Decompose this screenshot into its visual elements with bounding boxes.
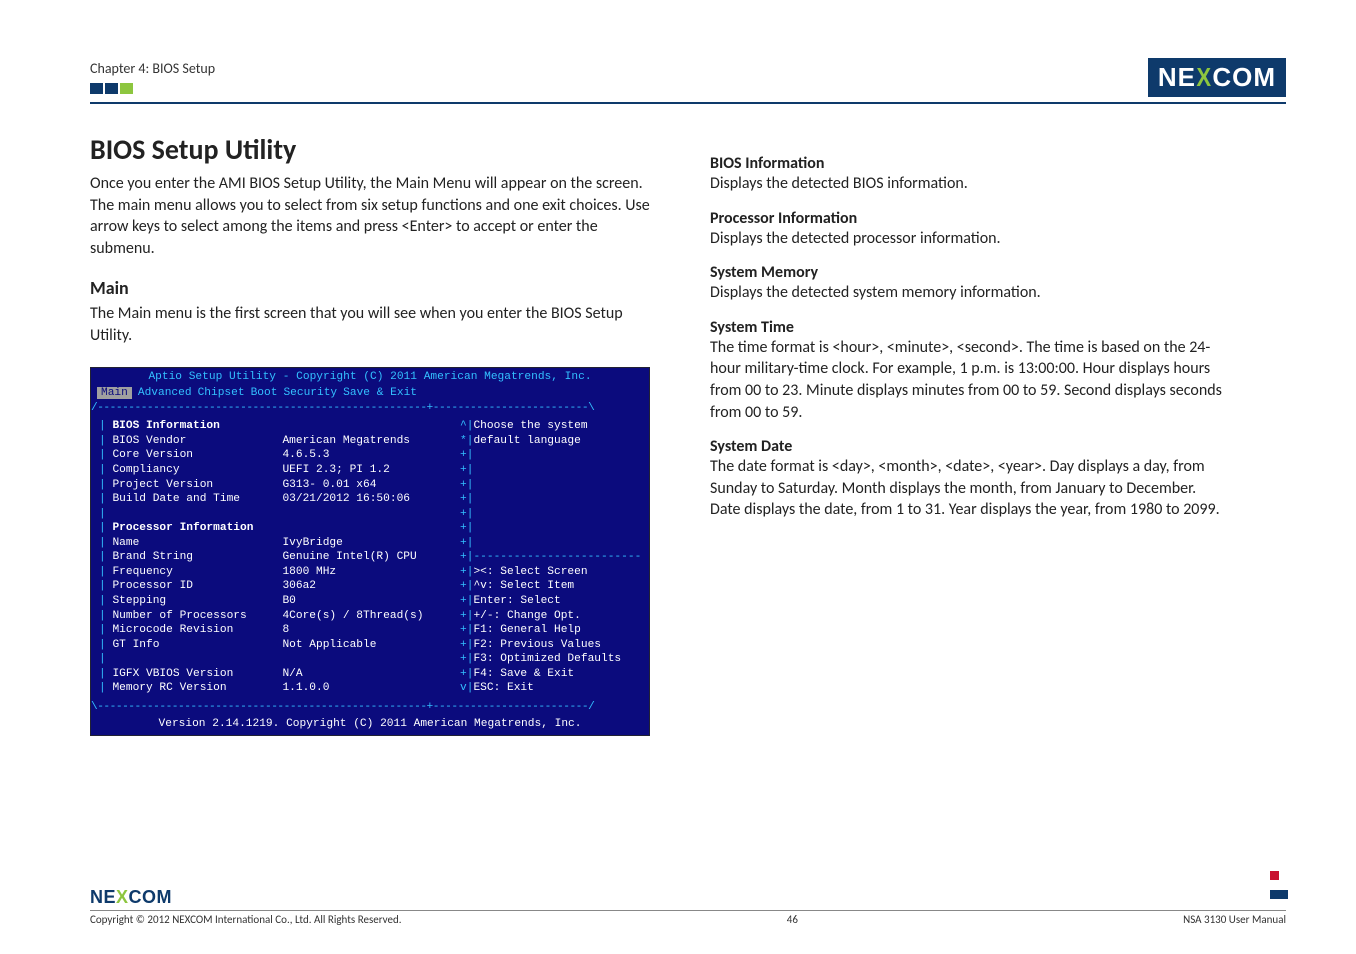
bios-divider-top: /---------------------------------------…	[91, 401, 649, 416]
section-heading: Processor Information	[710, 209, 1230, 228]
bios-menu-item: Chipset	[198, 387, 245, 399]
sub-text: The Main menu is the first screen that y…	[90, 303, 650, 346]
section-paragraph: The time format is <hour>, <minute>, <se…	[710, 337, 1230, 423]
bios-help-row: +|	[460, 448, 635, 463]
bios-row: |	[99, 652, 450, 667]
columns: BIOS Setup Utility Once you enter the AM…	[90, 132, 1286, 736]
bios-menu-item: Security	[283, 387, 337, 399]
bios-row: | Microcode Revision 8	[99, 623, 450, 638]
bios-title: Aptio Setup Utility - Copyright (C) 2011…	[91, 368, 649, 387]
footer-manual-name: NSA 3130 User Manual	[1183, 913, 1286, 926]
bios-help-row: +|	[460, 463, 635, 478]
section-paragraph: The date format is <day>, <month>, <date…	[710, 456, 1230, 521]
bios-left-col: | BIOS Information | BIOS Vendor America…	[91, 415, 456, 700]
bios-screenshot: Aptio Setup Utility - Copyright (C) 2011…	[90, 367, 650, 737]
bios-row: | Brand String Genuine Intel(R) CPU	[99, 550, 450, 565]
bios-help-row: +|	[460, 478, 635, 493]
bios-help-row: +|F2: Previous Values	[460, 638, 635, 653]
flag-squares	[90, 83, 1286, 94]
page: Chapter 4: BIOS Setup NEXCOM BIOS Setup …	[0, 0, 1356, 954]
bios-help-row: +|F4: Save & Exit	[460, 667, 635, 682]
section-heading: System Memory	[710, 263, 1230, 282]
bios-menu-item: Main	[97, 387, 132, 399]
bios-help-row: +|><: Select Screen	[460, 565, 635, 580]
section-paragraph: Displays the detected processor informat…	[710, 228, 1230, 250]
bios-row: | BIOS Vendor American Megatrends	[99, 434, 450, 449]
right-column: BIOS InformationDisplays the detected BI…	[710, 132, 1230, 736]
bios-help-row: +|+/-: Change Opt.	[460, 609, 635, 624]
corner-sq-1	[1270, 871, 1279, 880]
bios-menu-item: Advanced	[138, 387, 192, 399]
bios-row: | Processor Information	[99, 521, 450, 536]
bios-row: | IGFX VBIOS Version N/A	[99, 667, 450, 682]
footer-copyright: Copyright © 2012 NEXCOM International Co…	[90, 913, 402, 926]
bios-help-row: +|F1: General Help	[460, 623, 635, 638]
bios-row: |	[99, 507, 450, 522]
bios-help-row: *|default language	[460, 434, 635, 449]
bios-help-row: ^|Choose the system	[460, 419, 635, 434]
nexcom-logo: NEXCOM	[1148, 58, 1286, 97]
flag-sq-2	[105, 83, 118, 94]
header-rule	[90, 102, 1286, 104]
logo-text-pre: NE	[1158, 62, 1196, 93]
bios-help-row: +|^v: Select Item	[460, 579, 635, 594]
bios-menu-item: Save & Exit	[343, 387, 417, 399]
bios-row: | Stepping B0	[99, 594, 450, 609]
section-heading: BIOS Information	[710, 154, 1230, 173]
bios-help-row: +|	[460, 507, 635, 522]
bios-row: | Build Date and Time 03/21/2012 16:50:0…	[99, 492, 450, 507]
bios-help-row: +|F3: Optimized Defaults	[460, 652, 635, 667]
bios-body: | BIOS Information | BIOS Vendor America…	[91, 415, 649, 700]
bios-row: | Processor ID 306a2	[99, 579, 450, 594]
footer-line: Copyright © 2012 NEXCOM International Co…	[90, 910, 1286, 926]
bios-row: | Core Version 4.6.5.3	[99, 448, 450, 463]
bios-right-col: ^|Choose the system*|default language+|+…	[456, 415, 641, 700]
bios-row: | Number of Processors 4Core(s) / 8Threa…	[99, 609, 450, 624]
footer-logo-x: X	[116, 887, 129, 907]
logo-text-post: COM	[1212, 62, 1276, 93]
bios-row: | Compliancy UEFI 2.3; PI 1.2	[99, 463, 450, 478]
flag-sq-1	[90, 83, 103, 94]
bios-divider-bot: \---------------------------------------…	[91, 700, 649, 715]
bios-help-row: +|	[460, 492, 635, 507]
section-paragraph: Displays the detected system memory info…	[710, 282, 1230, 304]
bios-help-row: v|ESC: Exit	[460, 681, 635, 696]
bios-help-row: +|	[460, 521, 635, 536]
bios-menu-item: Boot	[251, 387, 278, 399]
sub-title: Main	[90, 277, 650, 299]
chapter-label: Chapter 4: BIOS Setup	[90, 60, 1286, 77]
footer-logo: NEXCOM	[90, 887, 1286, 908]
bios-row: | Project Version G313- 0.01 x64	[99, 478, 450, 493]
bios-row: | Memory RC Version 1.1.0.0	[99, 681, 450, 696]
bios-menu: Main Advanced Chipset Boot Security Save & Ex…	[91, 386, 649, 401]
footer-page-number: 46	[402, 913, 1184, 926]
bios-row: | BIOS Information	[99, 419, 450, 434]
bios-row: | Name IvyBridge	[99, 536, 450, 551]
footer-logo-post: COM	[129, 887, 173, 907]
bios-help-row: +|Enter: Select	[460, 594, 635, 609]
page-footer: NEXCOM Copyright © 2012 NEXCOM Internati…	[0, 887, 1356, 926]
intro-text: Once you enter the AMI BIOS Setup Utilit…	[90, 173, 650, 259]
section-heading: System Time	[710, 318, 1230, 337]
flag-sq-3	[120, 83, 133, 94]
bios-footer: Version 2.14.1219. Copyright (C) 2011 Am…	[91, 715, 649, 736]
bios-row: | Frequency 1800 MHz	[99, 565, 450, 580]
bios-help-divider: +|-------------------------	[460, 550, 635, 565]
section-paragraph: Displays the detected BIOS information.	[710, 173, 1230, 195]
bios-help-row: +|	[460, 536, 635, 551]
left-column: BIOS Setup Utility Once you enter the AM…	[90, 132, 650, 736]
page-title: BIOS Setup Utility	[90, 132, 650, 167]
logo-text-x: X	[1196, 62, 1212, 93]
logo-top: NEXCOM	[1148, 58, 1286, 97]
bios-row: | GT Info Not Applicable	[99, 638, 450, 653]
footer-logo-pre: NE	[90, 887, 116, 907]
section-heading: System Date	[710, 437, 1230, 456]
